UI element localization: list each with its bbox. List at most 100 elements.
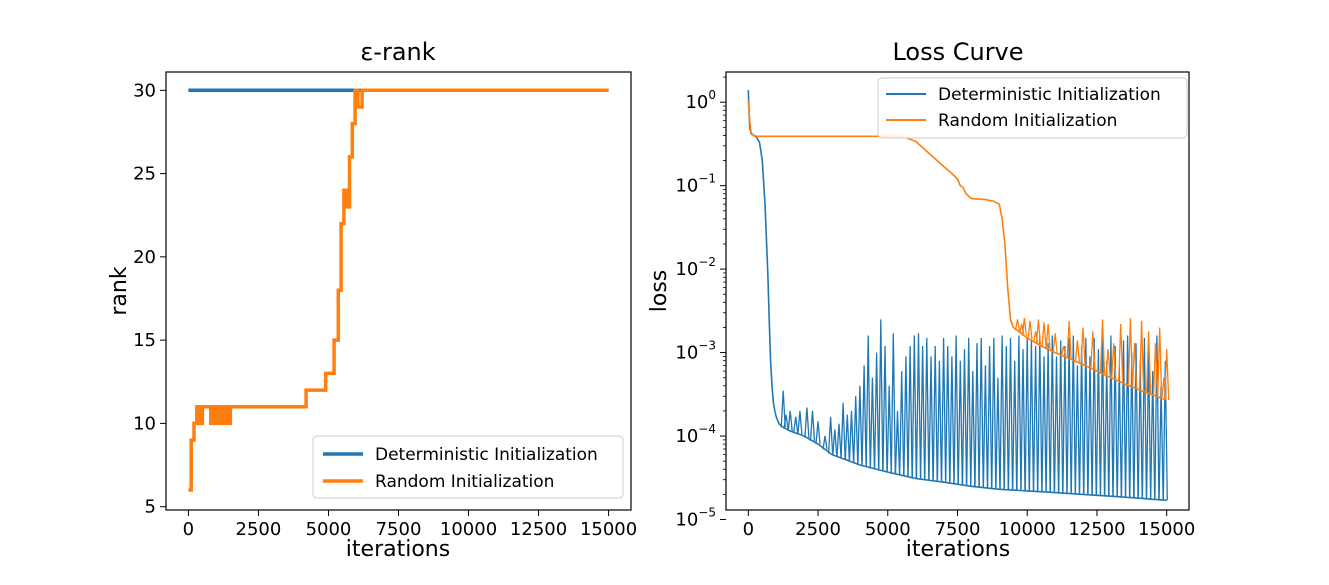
loss-legend-box xyxy=(877,77,1188,139)
loss-spike-deterministic xyxy=(919,345,926,480)
loss-spike-deterministic xyxy=(1078,345,1085,495)
rank-chart-title: ε-rank xyxy=(360,38,435,66)
loss-spike-deterministic xyxy=(928,356,934,481)
y-tick-label: 10−3 xyxy=(675,339,716,364)
loss-spike-deterministic xyxy=(1162,360,1168,501)
loss-spike-deterministic xyxy=(970,371,976,487)
loss-axes-frame xyxy=(725,71,1190,511)
loss-spike-deterministic xyxy=(1087,356,1093,495)
loss-spike-deterministic xyxy=(1062,345,1068,494)
loss-spike-random xyxy=(1052,333,1058,353)
loss-spike-deterministic xyxy=(1032,345,1039,492)
loss-spike-random xyxy=(1027,320,1033,340)
loss-legend-label-random: Random Initialization xyxy=(938,111,1117,131)
loss-spike-deterministic xyxy=(873,352,880,470)
loss-spike-random xyxy=(1157,327,1163,398)
loss-y-ticks: 10−5 10−4 10−3 10−2 10−1 100 xyxy=(675,76,726,531)
y-tick-label: 30 xyxy=(133,80,156,101)
loss-spike-random xyxy=(1111,343,1117,380)
loss-spike-deterministic xyxy=(1028,340,1035,492)
rank-x-axis-label: iterations xyxy=(346,537,450,562)
loss-spike-random xyxy=(1021,317,1028,336)
loss-spike-random xyxy=(1041,322,1047,348)
rank-axes-frame xyxy=(165,71,632,511)
loss-spike-deterministic xyxy=(815,421,821,445)
loss-y-axis-label: loss xyxy=(647,270,672,313)
loss-spike-random xyxy=(1035,319,1042,345)
y-tick-label: 15 xyxy=(133,330,156,351)
loss-spike-deterministic xyxy=(822,435,828,450)
x-tick-label: 10000 xyxy=(440,519,497,540)
loss-spike-deterministic xyxy=(903,356,909,477)
loss-spike-deterministic xyxy=(793,416,799,434)
loss-spike-deterministic xyxy=(780,390,786,428)
loss-spike-deterministic xyxy=(957,360,963,485)
loss-spike-deterministic xyxy=(1024,337,1030,491)
loss-spike-deterministic xyxy=(832,429,838,456)
loss-spike-deterministic xyxy=(853,396,859,464)
loss-spike-deterministic xyxy=(1154,335,1160,500)
loss-plot-area xyxy=(747,89,1170,502)
loss-spike-deterministic xyxy=(1108,335,1114,497)
loss-spike-random xyxy=(1118,323,1124,383)
loss-spike-deterministic xyxy=(995,377,1001,490)
loss-spike-deterministic xyxy=(804,407,810,438)
series-line-random xyxy=(188,88,609,492)
loss-spike-deterministic xyxy=(1053,356,1060,493)
loss-spike-deterministic xyxy=(1083,337,1089,495)
loss-legend: Deterministic Initialization Random Init… xyxy=(877,77,1188,139)
loss-spike-deterministic xyxy=(890,333,896,474)
loss-spike-random xyxy=(1131,343,1138,388)
loss-spike-random xyxy=(1045,323,1051,350)
loss-spike-deterministic xyxy=(986,345,993,489)
loss-spike-deterministic xyxy=(783,414,789,429)
loss-spike-random xyxy=(1145,331,1152,394)
loss-spike-deterministic xyxy=(848,410,855,462)
x-tick-label: 12500 xyxy=(1068,519,1125,540)
loss-spike-random xyxy=(1152,343,1159,397)
loss-spike-deterministic xyxy=(1116,365,1122,497)
loss-spike-deterministic xyxy=(936,360,943,482)
x-tick-label: 2500 xyxy=(236,519,282,540)
x-tick-label: 7500 xyxy=(376,519,422,540)
loss-spike-deterministic xyxy=(1112,345,1118,497)
loss-spike-random xyxy=(1099,319,1106,374)
x-tick-label: 15000 xyxy=(1138,519,1195,540)
loss-spike-deterministic xyxy=(1045,343,1051,493)
loss-spike-random xyxy=(1066,320,1072,359)
loss-spike-deterministic xyxy=(1016,335,1022,491)
loss-legend-label-deterministic: Deterministic Initialization xyxy=(938,85,1161,105)
loss-spike-deterministic xyxy=(894,410,901,475)
loss-spike-deterministic xyxy=(844,414,850,461)
rank-y-ticks: 5 10 15 20 25 30 xyxy=(133,80,166,518)
x-tick-label: 7500 xyxy=(935,519,981,540)
loss-chart-title: Loss Curve xyxy=(892,38,1023,66)
loss-spike-deterministic xyxy=(1070,335,1076,494)
x-tick-label: 2500 xyxy=(795,519,841,540)
loss-spike-random xyxy=(1014,319,1021,331)
y-tick-label: 25 xyxy=(133,164,156,185)
series-line-random xyxy=(747,100,1167,401)
loss-spike-deterministic xyxy=(809,410,816,441)
x-tick-label: 0 xyxy=(743,519,754,540)
loss-x-ticks: 0 2500 5000 7500 10000 12500 15000 xyxy=(743,510,1195,540)
loss-chart: Loss Curve 0 2500 5000 7500 10000 12500 15000 … xyxy=(647,38,1195,562)
rank-legend-label-deterministic: Deterministic Initialization xyxy=(375,445,598,465)
loss-x-axis-label: iterations xyxy=(906,537,1010,562)
loss-spike-deterministic xyxy=(999,335,1005,490)
rank-y-axis-label: rank xyxy=(107,266,132,315)
y-tick-label: 10−1 xyxy=(675,172,716,197)
rank-legend: Deterministic Initialization Random Init… xyxy=(312,435,624,499)
y-tick-label: 10 xyxy=(133,413,156,434)
loss-spike-deterministic xyxy=(861,365,867,467)
loss-spike-deterministic xyxy=(953,335,959,485)
loss-spike-deterministic xyxy=(797,410,803,435)
loss-spike-random xyxy=(1105,349,1111,377)
y-tick-label: 10−2 xyxy=(675,255,716,280)
loss-spike-deterministic xyxy=(1020,349,1026,491)
loss-spike-deterministic xyxy=(1037,335,1043,492)
loss-spike-deterministic xyxy=(857,385,863,466)
loss-spike-deterministic xyxy=(1158,385,1164,500)
